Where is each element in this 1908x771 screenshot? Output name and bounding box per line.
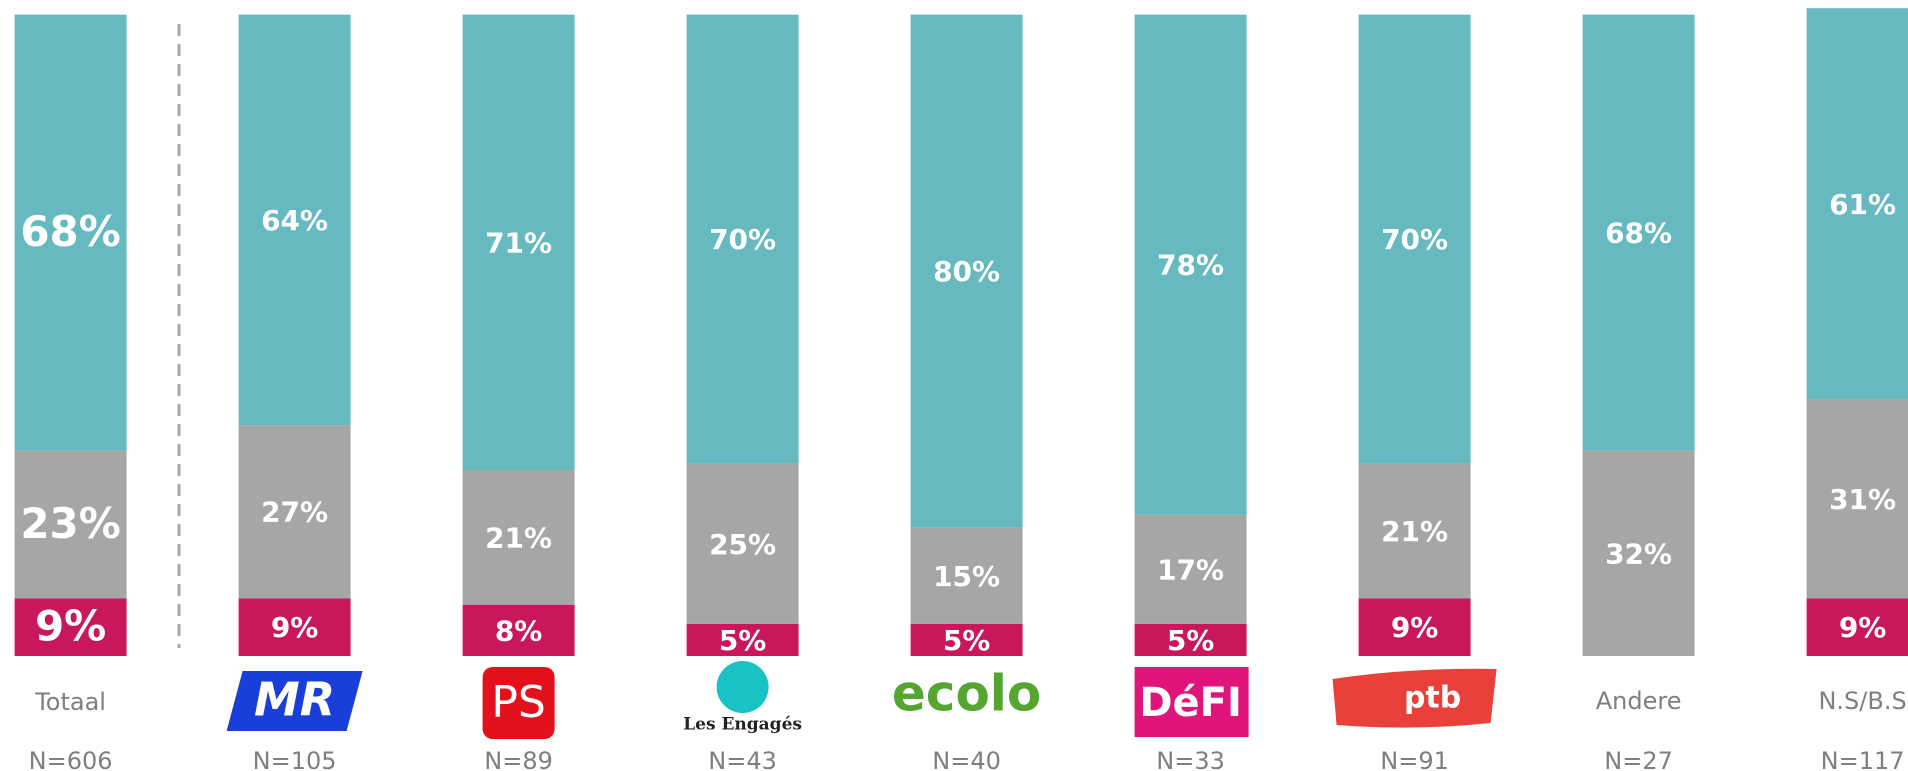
value-label: 15%	[933, 560, 1000, 593]
value-label: 32%	[1605, 537, 1672, 570]
bar-segment	[14, 14, 127, 451]
value-label: 27%	[261, 496, 328, 529]
logo-shape	[1134, 667, 1249, 737]
logo-shape	[226, 671, 363, 731]
bar-segment	[238, 14, 351, 426]
value-label: 21%	[485, 521, 552, 554]
bar-segment	[1582, 450, 1695, 656]
bar-segment	[910, 527, 1023, 624]
bar-segment	[1358, 14, 1471, 464]
value-label: 9%	[35, 602, 106, 651]
bar-segment	[910, 623, 1023, 656]
value-label: 31%	[1829, 483, 1896, 516]
bar-segment	[686, 14, 799, 464]
value-label: 80%	[933, 255, 1000, 288]
value-label: 61%	[1829, 188, 1896, 221]
value-label: 9%	[1839, 611, 1887, 644]
value-label: 25%	[709, 528, 776, 561]
category-label: Les Engagés	[683, 715, 802, 735]
bar-segment	[462, 469, 575, 605]
bar-segment	[462, 604, 575, 656]
bar-segment	[14, 598, 127, 656]
value-label: 70%	[1381, 223, 1448, 256]
value-label: 17%	[1157, 553, 1224, 586]
category-label: MR	[254, 673, 335, 727]
category-label: PS	[491, 677, 545, 728]
count-label: N=27	[1604, 747, 1673, 771]
bar-segment	[1358, 463, 1471, 599]
count-label: N=606	[29, 747, 113, 771]
bar-segment	[1134, 514, 1247, 624]
bar-segment	[910, 14, 1023, 528]
value-label: 5%	[719, 624, 767, 657]
value-label: 70%	[709, 223, 776, 256]
value-label: 68%	[1605, 217, 1672, 250]
value-label: 64%	[261, 204, 328, 237]
value-label: 5%	[1167, 624, 1215, 657]
value-label: 8%	[495, 614, 543, 647]
value-label: 9%	[1391, 611, 1439, 644]
bar-segment	[238, 598, 351, 656]
category-label: N.S/B.S	[1818, 687, 1906, 715]
value-label: 68%	[20, 207, 121, 256]
bar-segment	[1134, 14, 1247, 515]
count-label: N=40	[932, 747, 1001, 771]
count-label: N=89	[484, 747, 553, 771]
count-label: N=33	[1156, 747, 1225, 771]
category-label: Totaal	[34, 688, 106, 716]
bar-segment	[462, 14, 575, 470]
value-label: 21%	[1381, 515, 1448, 548]
bar-segment	[238, 425, 351, 599]
logo-shape	[716, 661, 769, 713]
logo-shape	[1332, 668, 1497, 728]
bar-segment	[1806, 399, 1908, 599]
bar-segment	[686, 623, 799, 656]
bar-segment	[1582, 14, 1695, 451]
category-label: Andere	[1596, 687, 1682, 715]
count-label: N=43	[708, 747, 777, 771]
bar-segment	[686, 463, 799, 624]
value-label: 71%	[485, 226, 552, 259]
bar-segment	[1134, 623, 1247, 656]
category-label: ecolo	[892, 665, 1041, 723]
count-label: N=117	[1821, 747, 1905, 771]
value-label: 23%	[20, 499, 121, 548]
bar-segment	[14, 450, 127, 599]
value-label: 5%	[943, 624, 991, 657]
bar-segment	[1358, 598, 1471, 656]
value-label: 9%	[271, 611, 319, 644]
count-label: N=105	[253, 747, 337, 771]
count-label: N=91	[1380, 747, 1449, 771]
bar-segment	[1806, 598, 1908, 656]
category-label: DéFI	[1139, 680, 1242, 726]
category-label: ptb	[1404, 681, 1461, 716]
value-label: 78%	[1157, 249, 1224, 282]
logo-shape	[482, 667, 555, 739]
bar-segment	[1806, 8, 1908, 400]
